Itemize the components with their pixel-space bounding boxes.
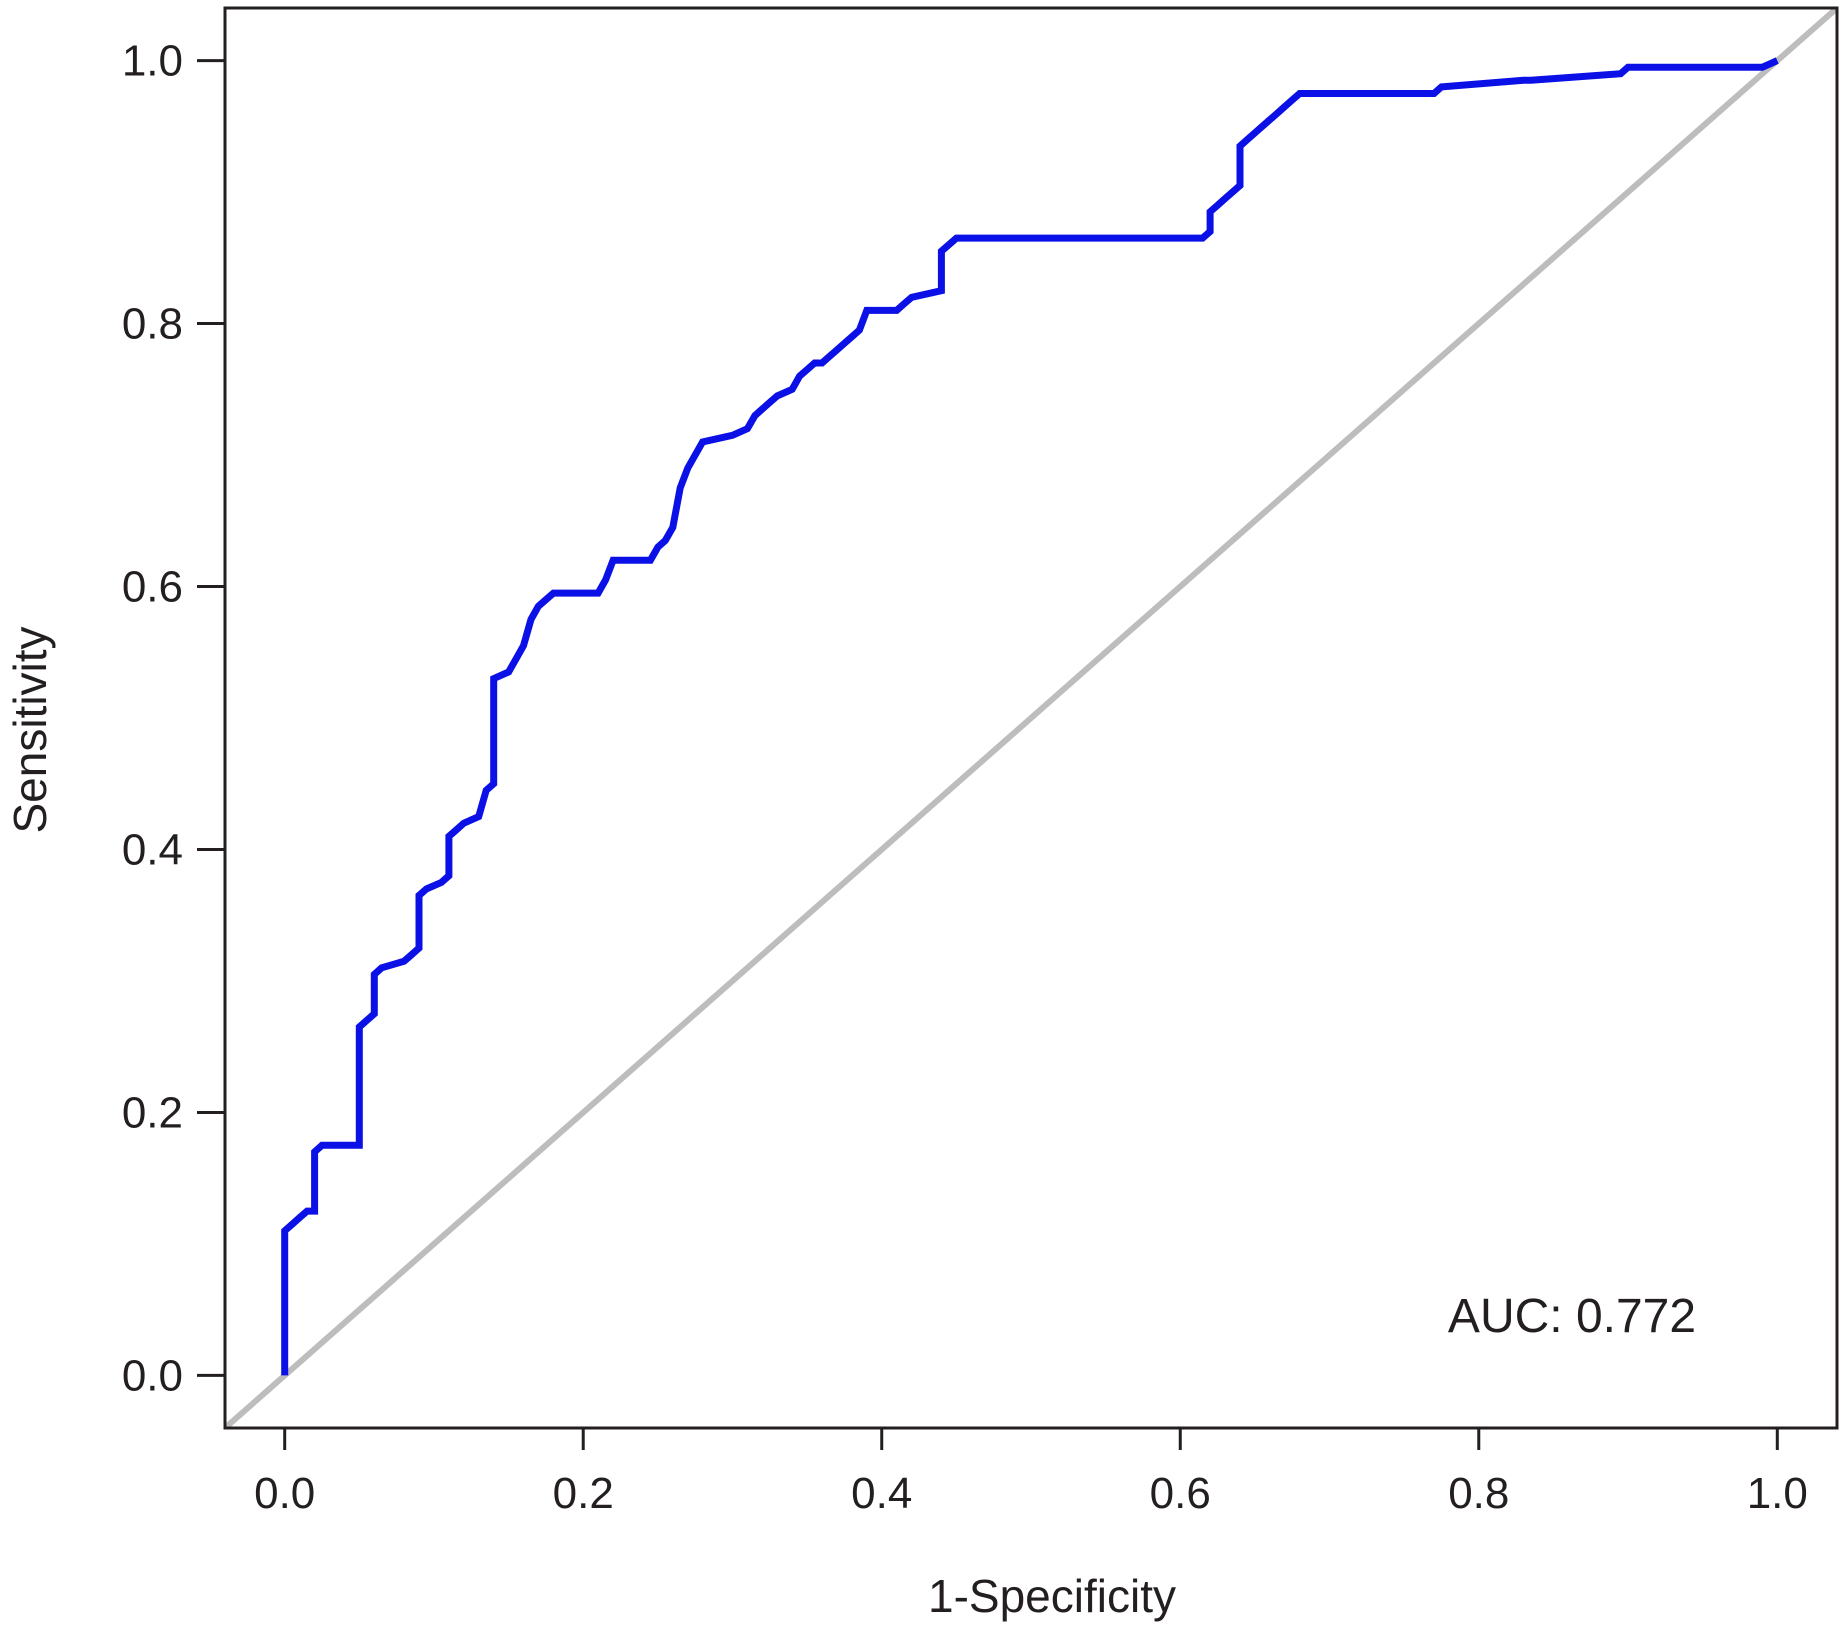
x-tick-label: 0.4 [851,1469,912,1518]
auc-annotation: AUC: 0.772 [1448,1290,1696,1343]
x-tick-label: 1.0 [1747,1469,1808,1518]
y-tick-label: 0.6 [122,563,183,612]
roc-curve-line [281,57,1779,1376]
x-tick-label: 0.6 [1150,1469,1211,1518]
y-tick-label: 0.0 [122,1351,183,1400]
x-tick-label: 0.0 [254,1469,315,1518]
x-tick-label: 0.8 [1448,1469,1509,1518]
y-tick-label: 0.2 [122,1088,183,1137]
y-tick-label: 1.0 [122,37,183,86]
x-tick-label: 0.2 [553,1469,614,1518]
x-axis-label: 1-Specificity [928,1570,1176,1622]
plot-frame [223,6,1839,1430]
y-tick-label: 0.8 [122,300,183,349]
reference-diagonal-line [225,8,1837,1428]
y-tick-label: 0.4 [122,825,183,874]
y-axis-label: Sensitivity [4,626,56,833]
